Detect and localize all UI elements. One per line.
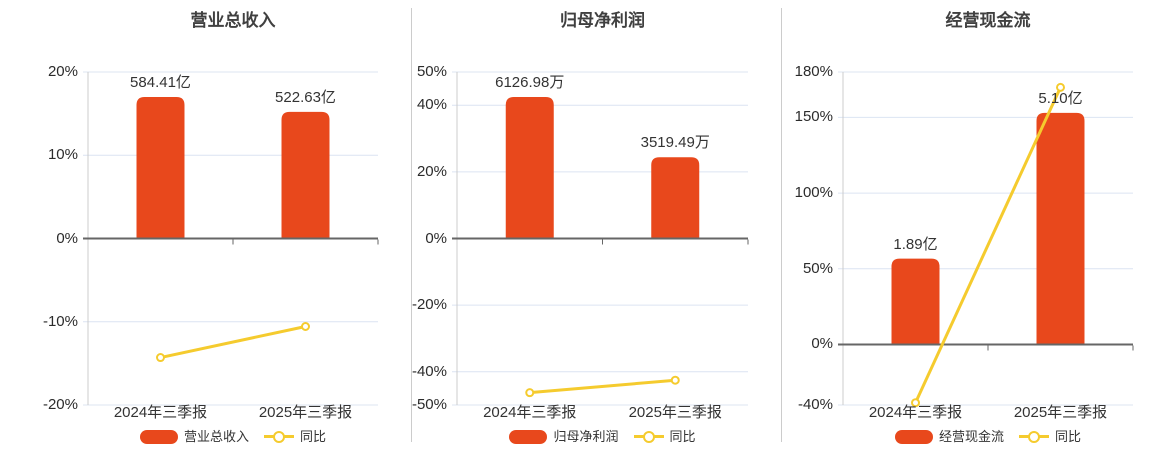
panel-divider (411, 8, 412, 442)
legend-label: 营业总收入 (183, 428, 249, 444)
y-tick-label: -20% (411, 296, 447, 314)
y-axis: 180% 150% 100% 50% 0% -40% (781, 0, 1160, 450)
yoy-line (529, 378, 676, 395)
legend: 营业总收入 同比 (88, 428, 378, 445)
bar-series-swatch (509, 429, 548, 444)
bar[interactable] (891, 258, 940, 345)
legend: 经营现金流 同比 (843, 428, 1133, 445)
y-tick-label: 40% (416, 96, 447, 114)
bar-series-swatch (894, 429, 933, 444)
y-tick-label: -20% (42, 396, 78, 413)
line-series-icon (264, 430, 294, 443)
bar[interactable] (505, 96, 554, 239)
y-tick-label: 50% (416, 63, 447, 80)
yoy-marker[interactable] (525, 388, 535, 398)
bar-value-label: 3519.49万 (640, 134, 710, 152)
y-tick-label: 0% (56, 229, 78, 247)
y-tick-label: -10% (42, 312, 78, 330)
bar-value-label: 5.10亿 (1038, 89, 1083, 107)
bar-value-label: 584.41亿 (130, 73, 191, 91)
chart-title: 营业总收入 (190, 11, 276, 30)
x-axis-label: 2025年三季报 (1013, 404, 1108, 421)
x-axis-label: 2024年三季报 (113, 404, 208, 421)
legend-label: 同比 (1055, 428, 1082, 444)
y-tick-label: 100% (794, 184, 833, 202)
y-tick-label: -40% (797, 396, 833, 413)
line-series-icon (633, 430, 664, 443)
line-series-icon (1019, 430, 1049, 443)
bar[interactable] (1036, 112, 1085, 345)
yoy-marker[interactable] (911, 398, 920, 408)
y-tick-label: 0% (811, 335, 833, 353)
legend-label: 同比 (669, 428, 696, 444)
legend-item-bar[interactable]: 经营现金流 (894, 428, 1004, 445)
yoy-line (160, 325, 306, 360)
yoy-marker[interactable] (1056, 82, 1065, 92)
y-tick-label: -40% (411, 362, 447, 380)
y-tick-label: 10% (47, 146, 78, 164)
bar-value-label: 1.89亿 (893, 235, 938, 253)
y-axis: 20% 10% 0% -10% -20% (0, 0, 411, 450)
panel-divider (781, 8, 782, 442)
y-tick-label: 150% (794, 108, 833, 126)
chart-title: 经营现金流 (945, 11, 1031, 30)
y-tick-label: 20% (416, 162, 447, 180)
legend-label: 归母净利润 (553, 428, 619, 444)
bar[interactable] (651, 157, 700, 239)
legend-label: 同比 (300, 428, 327, 444)
bar-value-label: 6126.98万 (495, 73, 565, 91)
x-axis-label: 2024年三季报 (483, 404, 577, 421)
line-marker-icon (1028, 430, 1040, 443)
bar-series-swatch (139, 429, 178, 444)
legend-item-line[interactable]: 同比 (264, 429, 326, 445)
yoy-marker[interactable] (301, 321, 310, 331)
chart-panel-cash-flow: 经营现金流 180% 150% 100% 50% 0% -40% 1.89亿 5.10亿 … (781, 0, 1160, 450)
y-tick-label: 180% (794, 63, 833, 80)
legend: 归母净利润 同比 (457, 428, 748, 445)
legend-label: 经营现金流 (938, 428, 1004, 444)
yoy-marker[interactable] (670, 375, 680, 385)
yoy-line (914, 86, 1062, 404)
yoy-marker[interactable] (156, 353, 165, 363)
chart-panel-revenue: 营业总收入 20% 10% 0% -10% -20% 584.41亿 522.63亿 2… (0, 0, 411, 450)
x-axis-label: 2025年三季报 (628, 404, 722, 421)
chart-panel-net-profit: 归母净利润 50% 40% 20% 0% -20% -40% -50% 6126.98万 3… (411, 0, 781, 450)
legend-item-line[interactable]: 同比 (1019, 429, 1081, 445)
x-axis-label: 2024年三季报 (868, 404, 963, 421)
y-tick-label: 20% (47, 63, 78, 80)
y-tick-label: 0% (425, 229, 447, 247)
line-marker-icon (642, 430, 655, 443)
legend-item-bar[interactable]: 归母净利润 (509, 428, 619, 445)
legend-item-line[interactable]: 同比 (633, 428, 696, 445)
legend-item-bar[interactable]: 营业总收入 (139, 428, 249, 445)
bar[interactable] (136, 96, 185, 239)
chart-title: 归母净利润 (560, 11, 645, 30)
bar-value-label: 522.63亿 (275, 88, 336, 106)
line-marker-icon (273, 430, 285, 443)
bar[interactable] (281, 111, 330, 239)
x-axis-label: 2025年三季报 (258, 404, 353, 421)
y-tick-label: -50% (411, 396, 447, 413)
y-tick-label: 50% (802, 259, 833, 277)
y-axis: 50% 40% 20% 0% -20% -40% -50% (411, 0, 781, 450)
